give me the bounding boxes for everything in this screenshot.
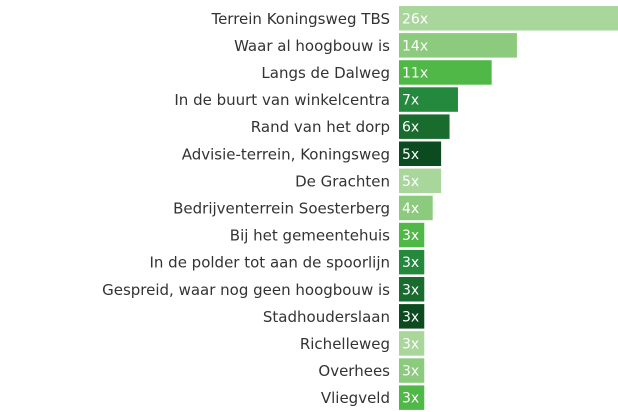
- bar: [399, 60, 492, 85]
- bar: [399, 6, 618, 31]
- bar: [399, 114, 450, 139]
- category-label: De Grachten: [295, 172, 390, 190]
- value-label: 3x: [402, 336, 419, 352]
- bar: [399, 277, 425, 302]
- bar: [399, 385, 425, 410]
- value-label: 3x: [402, 364, 419, 380]
- value-label: 3x: [402, 282, 419, 298]
- category-label: Gespreid, waar nog geen hoogbouw is: [102, 281, 390, 299]
- category-label: Terrein Koningsweg TBS: [210, 10, 390, 28]
- bar: [399, 195, 433, 221]
- value-label: 3x: [402, 228, 419, 244]
- category-label: Vliegveld: [321, 389, 390, 407]
- category-label: Waar al hoogbouw is: [234, 37, 390, 55]
- category-label: Langs de Dalweg: [261, 64, 390, 82]
- category-label: Advisie-terrein, Koningsweg: [182, 145, 390, 163]
- bar: [399, 358, 425, 383]
- value-label: 14x: [402, 38, 428, 54]
- value-label: 26x: [402, 11, 428, 27]
- category-label: Overhees: [318, 362, 390, 380]
- category-label: Rand van het dorp: [251, 118, 390, 136]
- value-label: 11x: [402, 65, 428, 81]
- category-label: Stadhouderslaan: [263, 308, 390, 326]
- bar: [399, 33, 517, 58]
- value-label: 5x: [402, 147, 419, 163]
- value-label: 3x: [402, 391, 419, 407]
- bar: [399, 331, 425, 356]
- bar: [399, 304, 425, 329]
- bar: [399, 222, 425, 248]
- bar: [399, 87, 458, 112]
- value-label: 7x: [402, 93, 419, 109]
- category-label: Richelleweg: [300, 335, 390, 353]
- category-label: Bij het gemeentehuis: [230, 227, 390, 245]
- category-label: In de buurt van winkelcentra: [174, 91, 390, 109]
- value-label: 5x: [402, 174, 419, 190]
- category-label: Bedrijventerrein Soesterberg: [173, 199, 390, 217]
- bar: [399, 249, 425, 275]
- category-label: In de polder tot aan de spoorlijn: [149, 254, 390, 272]
- bar: [399, 141, 442, 166]
- value-label: 3x: [402, 255, 419, 271]
- bar: [399, 168, 442, 194]
- value-label: 4x: [402, 201, 419, 217]
- value-label: 3x: [402, 309, 419, 325]
- value-label: 6x: [402, 120, 419, 136]
